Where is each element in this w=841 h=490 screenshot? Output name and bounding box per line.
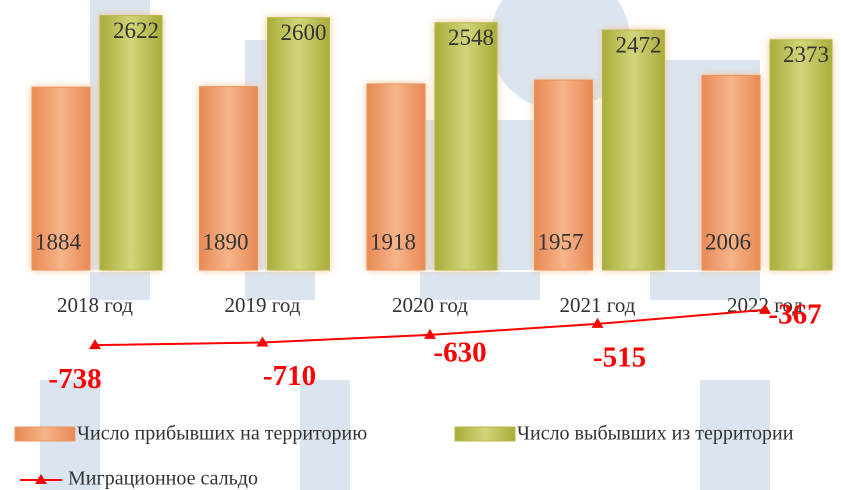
bar: [99, 15, 163, 271]
x-tick-label: 2020 год: [392, 293, 468, 317]
bar: [267, 17, 330, 271]
x-tick-label: 2018 год: [57, 293, 133, 317]
value-label: 2600: [281, 20, 327, 45]
marker: [591, 317, 604, 328]
value-label: -367: [768, 299, 821, 331]
value-label: 2622: [113, 18, 159, 43]
marker: [89, 339, 101, 350]
bar: [366, 83, 426, 271]
bar: [602, 29, 665, 271]
value-label: -710: [263, 360, 316, 392]
value-label: 2472: [616, 32, 662, 57]
bar: [199, 86, 258, 271]
value-label: 2548: [448, 25, 494, 50]
bar: [769, 39, 833, 271]
legend-marker: [35, 474, 47, 484]
value-label: 1884: [35, 229, 82, 254]
legend-label: Число выбывших из территории: [517, 423, 794, 445]
bar: [534, 79, 593, 271]
legend-label: Миграционное сальдо: [68, 468, 258, 490]
marker: [424, 328, 436, 339]
legend-swatch: [454, 426, 516, 442]
bar: [434, 22, 498, 271]
value-label: -738: [48, 363, 101, 395]
marker: [759, 303, 771, 314]
value-label: 1957: [538, 229, 584, 254]
value-label: 1918: [370, 229, 416, 254]
value-label: 2006: [705, 229, 751, 254]
legend-label: Число прибывших на территорию: [77, 423, 367, 445]
value-label: -630: [433, 337, 486, 369]
legend-swatch: [14, 426, 76, 442]
value-label: -515: [593, 342, 646, 374]
bar: [701, 74, 761, 271]
bar: [31, 86, 91, 271]
value-label: 1890: [203, 229, 249, 254]
marker: [256, 336, 269, 347]
x-tick-label: 2019 год: [225, 293, 301, 317]
value-label: 2373: [783, 42, 829, 67]
x-tick-label: 2021 год: [560, 293, 636, 317]
